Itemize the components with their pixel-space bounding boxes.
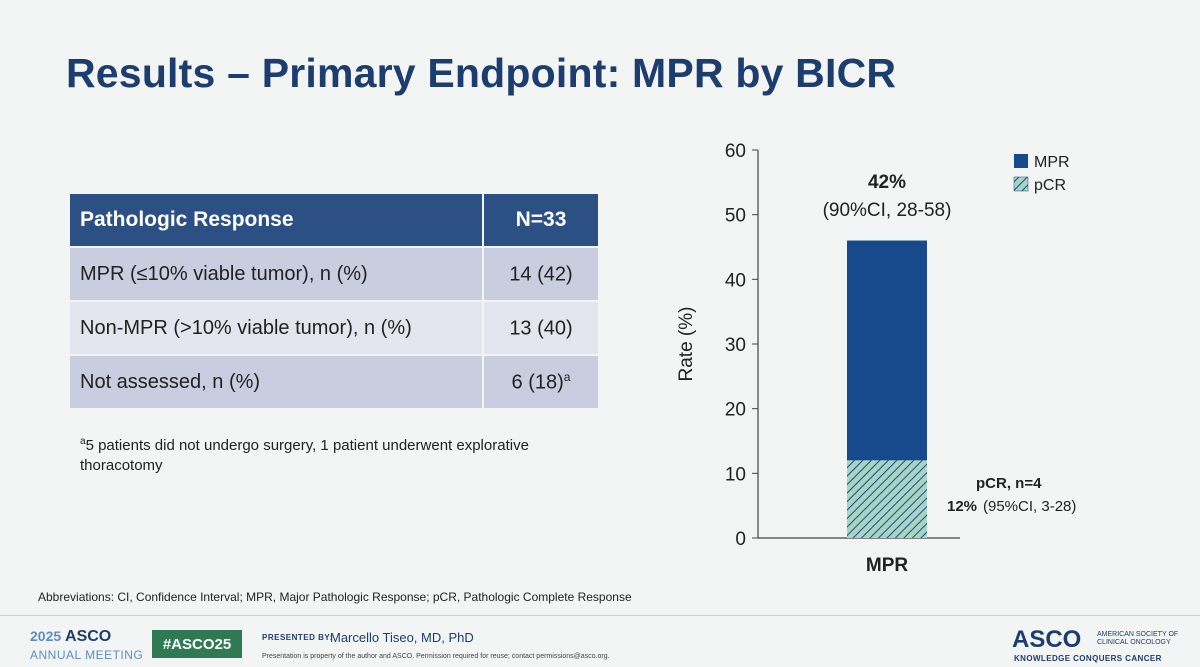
pcr-ci-label: (95%CI, 3-28) [983, 498, 1076, 515]
table-footnote: a5 patients did not undergo surgery, 1 p… [80, 436, 529, 474]
mpr-value-label: 42% [868, 172, 906, 193]
mpr-ci-label: (90%CI, 28-58) [823, 200, 952, 221]
legend-swatch-pcr [1013, 176, 1029, 192]
table-header-row: Pathologic Response N=33 [70, 194, 598, 246]
y-tick-label: 0 [735, 529, 746, 550]
bar-pcr [847, 460, 927, 538]
row-label: Non-MPR (>10% viable tumor), n (%) [70, 300, 484, 354]
asco-tagline: KNOWLEDGE CONQUERS CANCER [1014, 654, 1162, 663]
bar-mpr [847, 240, 927, 461]
row-value: 13 (40) [484, 300, 598, 354]
column-header: Pathologic Response [70, 194, 484, 246]
y-tick-label: 60 [725, 141, 746, 162]
y-tick-label: 30 [725, 335, 746, 356]
asco-logo: ASCO [1012, 626, 1082, 653]
slide-title: Results – Primary Endpoint: MPR by BICR [66, 50, 897, 96]
table-row: Non-MPR (>10% viable tumor), n (%) 13 (4… [70, 300, 598, 354]
row-value: 6 (18)a [484, 354, 598, 408]
response-table: Pathologic Response N=33 MPR (≤10% viabl… [70, 194, 598, 408]
meeting-logo: 2025 ASCO [30, 628, 112, 645]
abbreviations: Abbreviations: CI, Confidence Interval; … [38, 590, 632, 604]
presenter-name: Marcello Tiseo, MD, PhD [330, 630, 474, 645]
row-value: 14 (42) [484, 246, 598, 300]
legend-label-pcr: pCR [1034, 177, 1066, 194]
row-label: MPR (≤10% viable tumor), n (%) [70, 246, 484, 300]
presented-by-label: PRESENTED BY: [262, 633, 333, 642]
y-tick-label: 50 [725, 206, 746, 227]
column-header: N=33 [484, 194, 598, 246]
x-tick-label: MPR [866, 555, 909, 576]
table-row: MPR (≤10% viable tumor), n (%) 14 (42) [70, 246, 598, 300]
footnote-marker: a [563, 369, 571, 384]
row-label: Not assessed, n (%) [70, 354, 484, 408]
mpr-bar-chart: 0 10 20 30 40 50 60 Rate (%) MPR 42% (90%CI, 28-58… [676, 141, 1076, 576]
annual-meeting-label: ANNUAL MEETING [30, 648, 144, 662]
hashtag-badge: #ASCO25 [152, 630, 242, 658]
legend-swatch-mpr [1014, 154, 1028, 168]
society-name: AMERICAN SOCIETY OF CLINICAL ONCOLOGY [1097, 631, 1179, 646]
legend-label-mpr: MPR [1034, 154, 1070, 171]
footer-divider [0, 615, 1200, 616]
y-axis-title: Rate (%) [676, 307, 697, 382]
table-row: Not assessed, n (%) 6 (18)a [70, 354, 598, 408]
pcr-count-label: pCR, n=4 [976, 475, 1042, 492]
y-tick-label: 20 [725, 400, 746, 421]
y-tick-label: 40 [725, 270, 746, 291]
pcr-value-label: 12% [947, 498, 977, 515]
property-note: Presentation is property of the author a… [262, 653, 610, 660]
y-tick-label: 10 [725, 464, 746, 485]
